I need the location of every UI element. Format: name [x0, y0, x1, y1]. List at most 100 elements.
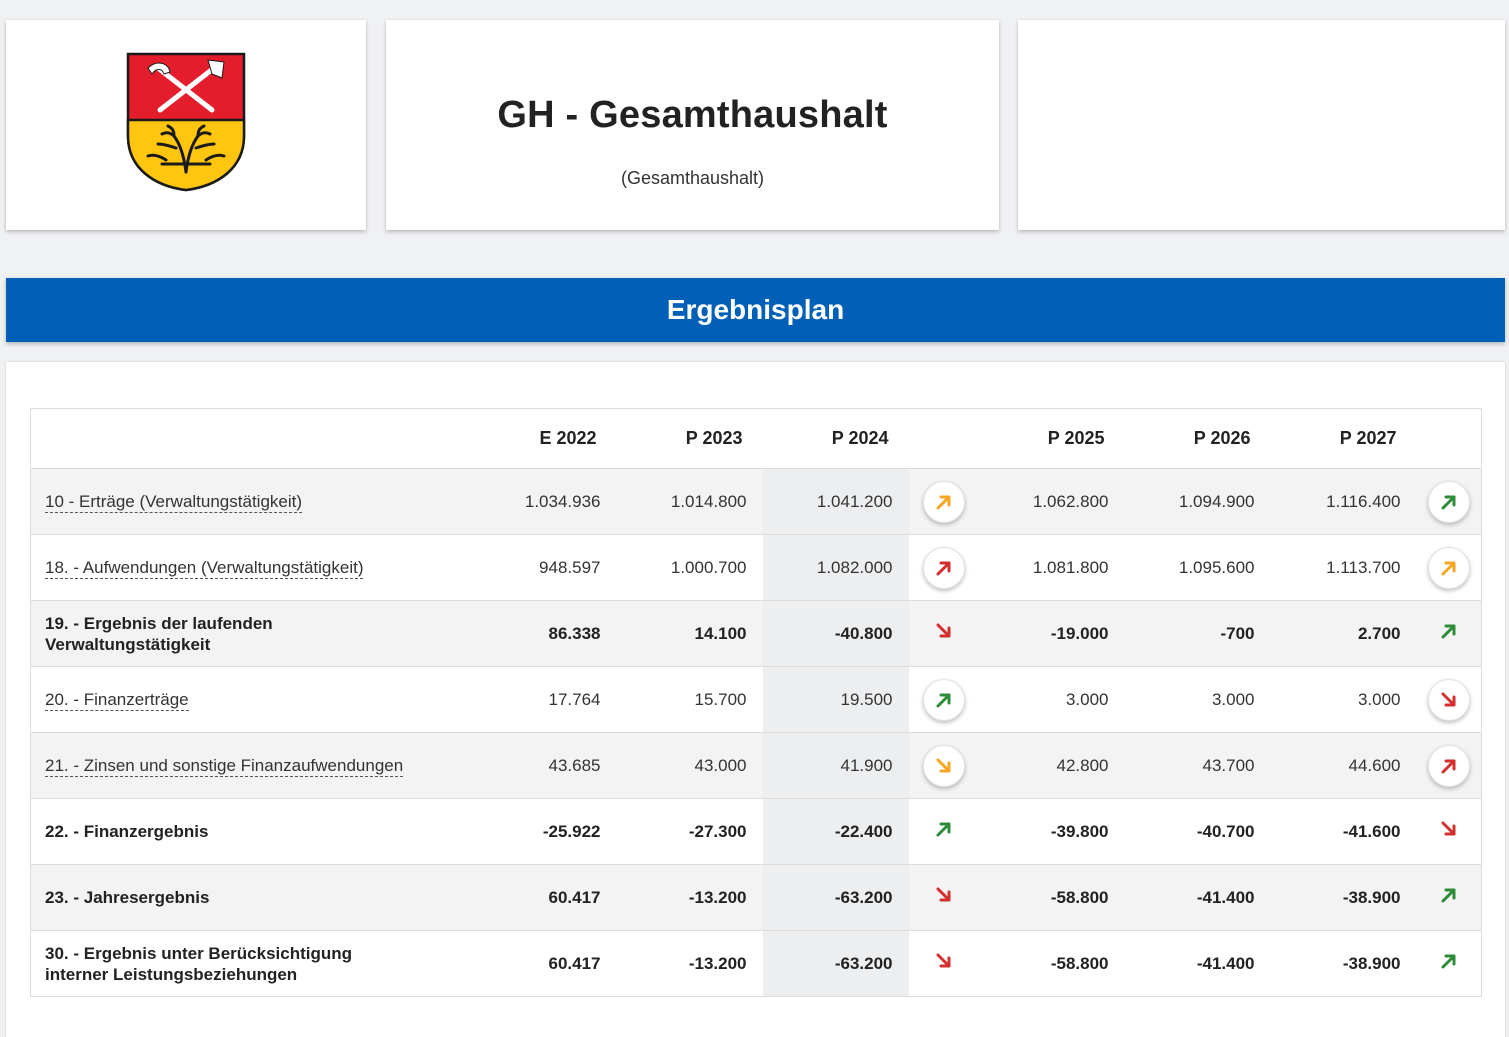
- table-row: 22. - Finanzergebnis -25.922 -27.300 -22…: [30, 798, 1482, 865]
- value-cell: 1.000.700: [616, 534, 763, 601]
- trend-indicator: [934, 885, 954, 905]
- trend-button[interactable]: [922, 480, 965, 523]
- arrow-down-right-icon: [936, 887, 950, 902]
- trend-button[interactable]: [922, 744, 965, 787]
- value-cell: 1.113.700: [1270, 534, 1417, 601]
- arrow-up-right-icon: [936, 495, 950, 509]
- row-label: 30. - Ergebnis unter Berücksichtigung int…: [30, 930, 475, 997]
- value-cell: 3.000: [978, 666, 1125, 733]
- value-cell: 3.000: [1124, 666, 1271, 733]
- value-cell: -13.200: [616, 864, 763, 931]
- title-card: GH - Gesamthaushalt (Gesamthaushalt): [386, 20, 999, 230]
- value-cell: 1.082.000: [762, 534, 909, 601]
- value-cell: 2.700: [1270, 600, 1417, 667]
- trend-cell: [908, 864, 979, 931]
- row-label-link[interactable]: 10 - Erträge (Verwaltungstätigkeit): [45, 491, 303, 513]
- value-cell: -41.400: [1124, 930, 1271, 997]
- table-row: 10 - Erträge (Verwaltungstätigkeit) 1.03…: [30, 468, 1482, 535]
- arrow-up-right-icon: [936, 693, 950, 707]
- row-label-link[interactable]: 21. - Zinsen und sonstige Finanzaufwendu…: [45, 755, 404, 777]
- label-column-header: [30, 408, 475, 469]
- value-cell: 60.417: [474, 864, 617, 931]
- value-cell: 41.900: [762, 732, 909, 799]
- trend-button[interactable]: [1427, 480, 1470, 523]
- trend-cell: [908, 468, 979, 535]
- value-cell: -13.200: [616, 930, 763, 997]
- row-label-link[interactable]: 18. - Aufwendungen (Verwaltungstätigkeit…: [45, 557, 364, 579]
- table-row: 30. - Ergebnis unter Berücksichtigung int…: [30, 930, 1482, 997]
- value-cell: 15.700: [616, 666, 763, 733]
- trend-indicator: [1439, 951, 1459, 971]
- value-cell: -58.800: [978, 930, 1125, 997]
- trend-indicator: [934, 951, 954, 971]
- value-cell: -25.922: [474, 798, 617, 865]
- coat-of-arms-icon: [126, 52, 246, 192]
- logo-card: [6, 20, 366, 230]
- value-cell: 1.014.800: [616, 468, 763, 535]
- trend-indicator: [1439, 885, 1459, 905]
- value-cell: 17.764: [474, 666, 617, 733]
- row-label: 22. - Finanzergebnis: [30, 798, 475, 865]
- arrow-up-right-icon: [1441, 561, 1456, 575]
- trend-column-header: [1416, 408, 1482, 469]
- arrow-down-right-icon: [936, 758, 950, 772]
- row-label-line: Verwaltungstätigkeit: [45, 634, 211, 654]
- trend-cell: [1416, 864, 1482, 931]
- arrow-down-right-icon: [936, 623, 950, 638]
- trend-button[interactable]: [1427, 744, 1470, 787]
- row-label-line: 19. - Ergebnis der laufenden: [45, 613, 273, 633]
- value-cell: -22.400: [762, 798, 909, 865]
- column-header: P 2023: [616, 408, 763, 469]
- table-row: 23. - Jahresergebnis 60.417 -13.200 -63.…: [30, 864, 1482, 931]
- page-title: GH - Gesamthaushalt: [497, 94, 888, 136]
- column-header: P 2027: [1270, 408, 1417, 469]
- trend-cell: [908, 534, 979, 601]
- trend-button[interactable]: [1427, 546, 1470, 589]
- trend-cell: [1416, 798, 1482, 865]
- column-header: P 2026: [1124, 408, 1271, 469]
- arrow-up-right-icon: [1441, 759, 1456, 773]
- row-label: 19. - Ergebnis der laufenden Verwaltungst…: [30, 600, 475, 667]
- trend-cell: [1416, 930, 1482, 997]
- trend-cell: [908, 600, 979, 667]
- trend-cell: [908, 930, 979, 997]
- trend-cell: [1416, 600, 1482, 667]
- value-cell: 3.000: [1270, 666, 1417, 733]
- value-cell: 1.094.900: [1124, 468, 1271, 535]
- trend-button[interactable]: [1427, 678, 1470, 721]
- value-cell: 42.800: [978, 732, 1125, 799]
- value-cell: 60.417: [474, 930, 617, 997]
- trend-cell: [1416, 666, 1482, 733]
- trend-cell: [908, 798, 979, 865]
- value-cell: -40.700: [1124, 798, 1271, 865]
- trend-column-header: [908, 408, 979, 469]
- row-label-link[interactable]: 20. - Finanzerträge: [45, 689, 189, 711]
- column-header: E 2022: [474, 408, 617, 469]
- row-label[interactable]: 21. - Zinsen und sonstige Finanzaufwendu…: [30, 732, 475, 799]
- column-header: P 2024: [762, 408, 909, 469]
- row-label[interactable]: 18. - Aufwendungen (Verwaltungstätigkeit…: [30, 534, 475, 601]
- value-cell: 43.685: [474, 732, 617, 799]
- row-label[interactable]: 20. - Finanzerträge: [30, 666, 475, 733]
- table-row: 19. - Ergebnis der laufenden Verwaltungst…: [30, 600, 1482, 667]
- arrow-up-right-icon: [1441, 624, 1456, 639]
- arrow-up-right-icon: [1441, 495, 1456, 509]
- row-label[interactable]: 10 - Erträge (Verwaltungstätigkeit): [30, 468, 475, 535]
- trend-indicator: [1439, 621, 1459, 641]
- trend-cell: [1416, 534, 1482, 601]
- value-cell: -38.900: [1270, 864, 1417, 931]
- value-cell: 14.100: [616, 600, 763, 667]
- table-header-row: E 2022 P 2023 P 2024 P 2025 P 2026 P 202…: [30, 408, 1482, 469]
- trend-button[interactable]: [922, 678, 965, 721]
- trend-button[interactable]: [922, 546, 965, 589]
- value-cell: -63.200: [762, 864, 909, 931]
- value-cell: 948.597: [474, 534, 617, 601]
- trend-indicator: [934, 621, 954, 641]
- trend-cell: [1416, 732, 1482, 799]
- arrow-down-right-icon: [936, 953, 950, 968]
- value-cell: 44.600: [1270, 732, 1417, 799]
- value-cell: -39.800: [978, 798, 1125, 865]
- table-row: 21. - Zinsen und sonstige Finanzaufwendu…: [30, 732, 1482, 799]
- trend-indicator: [1439, 819, 1459, 839]
- value-cell: -63.200: [762, 930, 909, 997]
